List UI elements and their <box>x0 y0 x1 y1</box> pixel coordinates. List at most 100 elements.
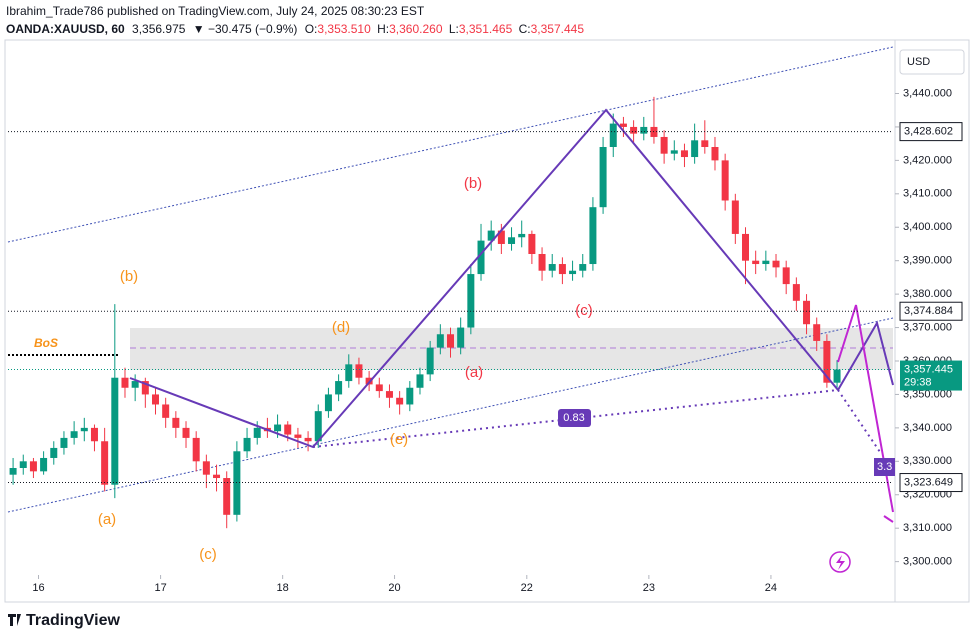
candle-body <box>223 478 231 515</box>
candle-body <box>731 200 739 234</box>
price-tag <box>899 301 963 321</box>
candle-body <box>396 397 404 405</box>
candle-body <box>762 260 770 265</box>
candle-body <box>497 230 505 244</box>
candle-body <box>518 233 526 238</box>
candle-body <box>447 334 454 348</box>
countdown: 29:38 <box>904 376 932 388</box>
wave-label: (e) <box>390 431 408 448</box>
y-tick-label: 3,350.000 <box>903 388 952 400</box>
price-tag <box>899 473 963 493</box>
x-tick-label: 23 <box>643 582 655 594</box>
candle-body <box>152 394 159 405</box>
candle-body <box>111 377 119 485</box>
candle-body <box>548 264 556 271</box>
candle-body <box>508 237 516 244</box>
wave-label: (c) <box>199 546 217 563</box>
candle-body <box>528 233 536 254</box>
candle-body <box>782 267 790 285</box>
candle-body <box>101 441 109 485</box>
y-tick-label: 3,420.000 <box>903 154 952 166</box>
l: 3,351.465 <box>459 22 513 36</box>
y-tick-label: 3,300.000 <box>903 556 952 568</box>
currency: USD <box>907 56 930 68</box>
bos-label: BoS <box>34 336 58 350</box>
last-price-label: 3,357.445 <box>904 363 953 375</box>
alert-icon[interactable] <box>829 551 851 573</box>
currency-box[interactable] <box>899 49 965 75</box>
change: ▼ −30.475 (−0.9%) <box>193 22 298 36</box>
candle-body <box>385 391 393 398</box>
candle-body <box>304 437 312 442</box>
channel-lower <box>7 317 894 513</box>
candle-body <box>619 123 627 127</box>
candle-body <box>640 126 648 134</box>
candle-body <box>426 347 434 375</box>
candle-body <box>406 387 414 405</box>
x-tick-label: 20 <box>388 582 400 594</box>
candle-body <box>457 327 465 348</box>
alert-bolt <box>836 555 845 570</box>
candle-body <box>90 427 98 442</box>
o-label: O: <box>305 22 318 36</box>
ratio-box <box>558 409 591 427</box>
x-tick-label: 17 <box>154 582 166 594</box>
x-tick-label: 22 <box>521 582 533 594</box>
candle-body <box>487 230 495 241</box>
c: 3,357.445 <box>531 22 585 36</box>
candle-body <box>579 264 587 271</box>
projection-alt <box>837 304 894 513</box>
candle-body <box>253 427 261 438</box>
wave-label: (a) <box>465 364 483 381</box>
price-tag-label: 3,374.884 <box>904 305 953 317</box>
last: 3,356.975 <box>132 22 186 36</box>
price-tag-label: 3,428.602 <box>904 126 953 138</box>
y-tick-label: 3,390.000 <box>903 255 952 267</box>
x-tick-label: 18 <box>277 582 289 594</box>
y-tick-label: 3,340.000 <box>903 422 952 434</box>
candle-body <box>467 274 475 328</box>
ratio-label: 0.83 <box>563 412 584 424</box>
y-tick-label: 3,310.000 <box>903 522 952 534</box>
candle-body <box>121 377 129 388</box>
candle-body <box>9 468 17 475</box>
wave-label: (b) <box>464 175 482 192</box>
ohlc-header: OANDA:XAUUSD, 60 3,356.975 ▼ −30.475 (−0… <box>6 22 584 36</box>
candle-body <box>50 447 58 458</box>
wave-label: (a) <box>98 511 116 528</box>
h: 3,360.260 <box>389 22 443 36</box>
price-axis: 3,300.0003,310.0003,320.0003,330.0003,34… <box>895 87 952 568</box>
candles <box>9 96 841 529</box>
channel-upper <box>7 46 894 243</box>
candle-body <box>792 284 800 301</box>
wave-label: (b) <box>120 268 138 285</box>
candle-body <box>680 150 688 158</box>
candle-body <box>213 474 221 479</box>
y-tick-label: 3,440.000 <box>903 87 952 99</box>
candle-body <box>162 404 170 418</box>
candle-body <box>701 140 709 147</box>
projection <box>837 320 894 391</box>
candle-body <box>772 260 780 268</box>
candle-body <box>202 461 210 475</box>
candle-body <box>19 461 27 468</box>
candle-body <box>477 240 485 275</box>
candle-body <box>80 427 88 432</box>
candle-body <box>192 437 200 462</box>
candle-body <box>538 254 546 271</box>
candle-body <box>416 374 424 388</box>
brand: TradingView <box>26 612 121 629</box>
candle-body <box>569 270 577 275</box>
l-label: L: <box>449 22 459 36</box>
candle-body <box>660 136 668 154</box>
y-tick-label: 3,400.000 <box>903 221 952 233</box>
target-box <box>874 458 895 476</box>
candle-body <box>803 300 811 325</box>
candle-body <box>436 334 444 348</box>
candle-body <box>131 381 139 388</box>
candle-body <box>599 147 607 208</box>
x-tick-label: 24 <box>765 582 777 594</box>
projection-tail <box>883 515 894 523</box>
candle-body <box>752 260 760 265</box>
